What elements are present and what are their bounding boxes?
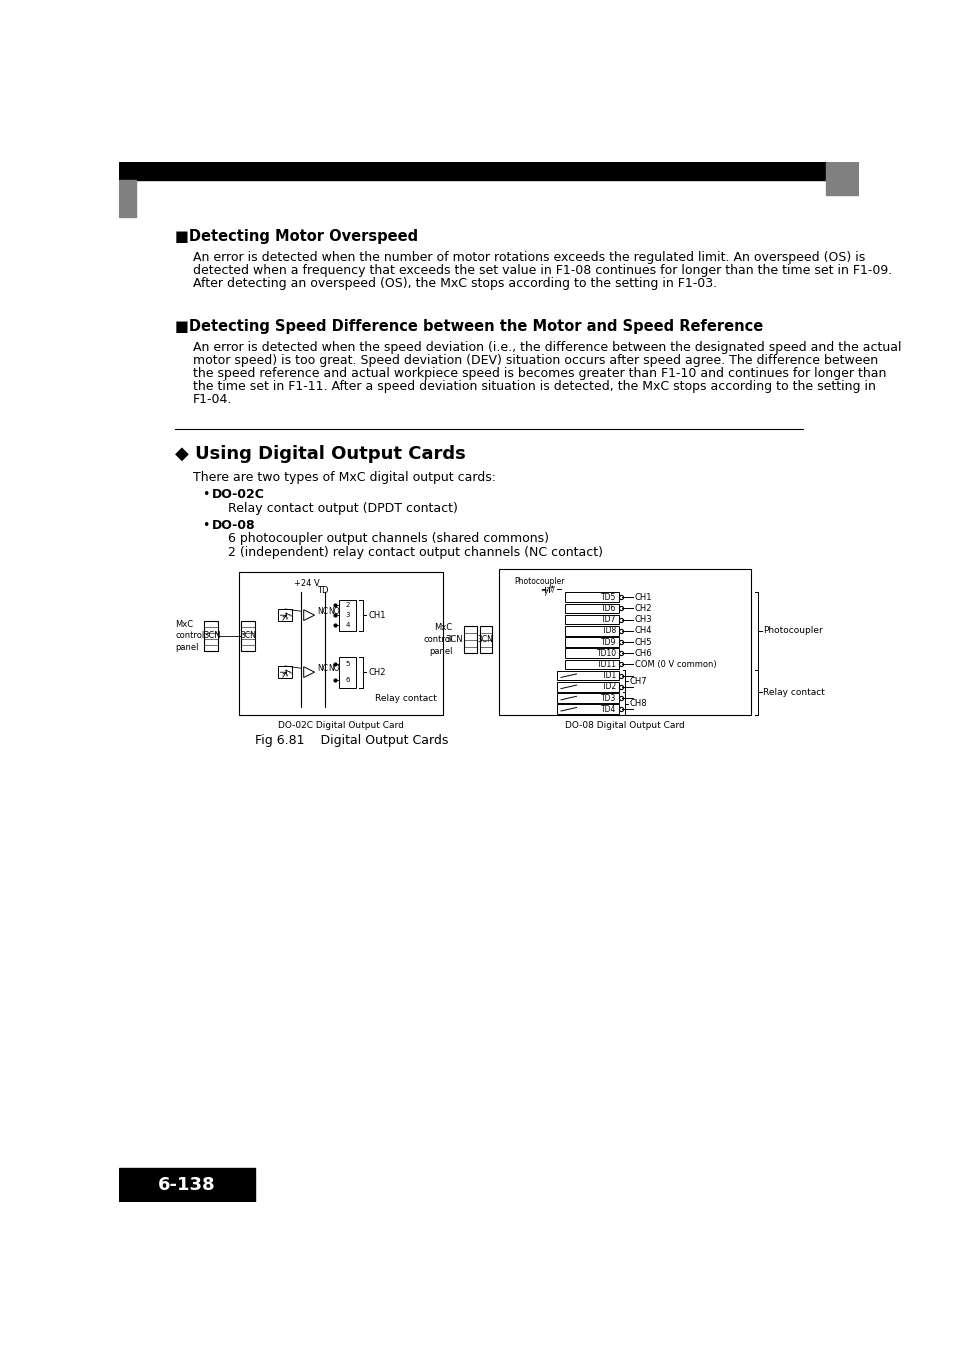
Text: TD4: TD4 — [600, 705, 617, 714]
Text: Photocoupler: Photocoupler — [514, 576, 564, 586]
Bar — [119, 180, 136, 217]
Bar — [239, 572, 443, 716]
Text: NO: NO — [328, 664, 340, 672]
Text: 3: 3 — [345, 612, 350, 618]
Bar — [564, 660, 618, 670]
Text: DO-08 Digital Output Card: DO-08 Digital Output Card — [564, 721, 684, 730]
Text: TD10: TD10 — [596, 649, 617, 657]
Text: TD5: TD5 — [600, 593, 617, 602]
Text: 3CN: 3CN — [444, 636, 462, 644]
Text: After detecting an overspeed (OS), the MxC stops according to the setting in F1-: After detecting an overspeed (OS), the M… — [193, 277, 717, 290]
Bar — [564, 648, 618, 657]
Text: CH8: CH8 — [629, 699, 647, 709]
Text: TD11: TD11 — [597, 660, 617, 670]
Text: +24 V: +24 V — [294, 579, 319, 587]
Bar — [479, 626, 492, 653]
Bar — [339, 656, 356, 687]
Text: TD1: TD1 — [601, 671, 617, 680]
Bar — [119, 1168, 254, 1202]
Text: •: • — [202, 518, 210, 532]
Text: CH2: CH2 — [368, 668, 385, 676]
Text: ■Detecting Speed Difference between the Motor and Speed Reference: ■Detecting Speed Difference between the … — [174, 319, 762, 333]
Text: ■Detecting Motor Overspeed: ■Detecting Motor Overspeed — [174, 230, 417, 244]
Bar — [557, 671, 618, 680]
Bar — [564, 603, 618, 613]
Text: Relay contact: Relay contact — [762, 688, 824, 697]
Text: •: • — [202, 487, 210, 501]
Text: 3CN: 3CN — [240, 632, 255, 640]
Text: 6-138: 6-138 — [157, 1176, 215, 1193]
Text: CH1: CH1 — [634, 593, 652, 602]
Bar — [204, 621, 218, 651]
Bar — [498, 568, 750, 716]
Text: COM (0 V common): COM (0 V common) — [634, 660, 716, 670]
Text: CH2: CH2 — [634, 603, 652, 613]
Text: F1-04.: F1-04. — [193, 393, 232, 406]
Text: MxC
control
panel: MxC control panel — [174, 620, 204, 652]
Text: CH6: CH6 — [634, 649, 652, 657]
Text: CH7: CH7 — [629, 676, 647, 686]
Text: motor speed) is too great. Speed deviation (DEV) situation occurs after speed ag: motor speed) is too great. Speed deviati… — [193, 354, 877, 367]
Bar — [564, 637, 618, 647]
Text: DO-02C: DO-02C — [212, 487, 265, 501]
Text: Fig 6.81    Digital Output Cards: Fig 6.81 Digital Output Cards — [254, 734, 448, 747]
Text: TD3: TD3 — [600, 694, 617, 702]
Text: 2: 2 — [345, 602, 350, 608]
Text: 3CN: 3CN — [477, 636, 494, 644]
Text: 3CN: 3CN — [204, 632, 221, 640]
Text: MxC
control
panel: MxC control panel — [423, 624, 452, 656]
Text: There are two types of MxC digital output cards:: There are two types of MxC digital outpu… — [193, 471, 496, 483]
Text: An error is detected when the number of motor rotations exceeds the regulated li: An error is detected when the number of … — [193, 251, 864, 263]
Text: TD: TD — [316, 586, 328, 595]
Text: CH5: CH5 — [634, 637, 652, 647]
Text: TD7: TD7 — [600, 616, 617, 624]
Text: NO: NO — [328, 606, 340, 616]
Text: the speed reference and actual workpiece speed is becomes greater than F1-10 and: the speed reference and actual workpiece… — [193, 367, 885, 379]
Bar — [564, 626, 618, 636]
Text: 2 (independent) relay contact output channels (NC contact): 2 (independent) relay contact output cha… — [228, 547, 602, 559]
Bar — [557, 694, 618, 703]
Text: An error is detected when the speed deviation (i.e., the difference between the : An error is detected when the speed devi… — [193, 340, 901, 354]
Text: detected when a frequency that exceeds the set value in F1-08 continues for long: detected when a frequency that exceeds t… — [193, 263, 891, 277]
Text: Relay contact output (DPDT contact): Relay contact output (DPDT contact) — [228, 502, 457, 514]
Text: CH4: CH4 — [634, 626, 652, 636]
Bar — [557, 705, 618, 714]
Text: Photocoupler: Photocoupler — [762, 626, 822, 636]
Bar — [278, 666, 292, 678]
Text: 6: 6 — [345, 676, 350, 683]
Text: TD9: TD9 — [600, 637, 617, 647]
Bar — [119, 162, 858, 180]
Text: 4: 4 — [345, 622, 350, 628]
Text: 6 photocoupler output channels (shared commons): 6 photocoupler output channels (shared c… — [228, 532, 548, 545]
Bar — [278, 609, 292, 621]
Text: TD8: TD8 — [601, 626, 617, 636]
Bar — [339, 599, 356, 630]
Text: the time set in F1-11. After a speed deviation situation is detected, the MxC st: the time set in F1-11. After a speed dev… — [193, 379, 875, 393]
Bar — [564, 593, 618, 602]
Text: TD6: TD6 — [600, 603, 617, 613]
Text: DO-02C Digital Output Card: DO-02C Digital Output Card — [278, 721, 404, 730]
Bar — [825, 162, 858, 196]
Bar — [464, 626, 476, 653]
Bar — [241, 621, 254, 651]
Text: Relay contact: Relay contact — [375, 694, 436, 703]
Text: NC: NC — [317, 664, 328, 672]
Text: TD2: TD2 — [601, 682, 617, 691]
Text: 5: 5 — [345, 662, 350, 667]
Text: CH1: CH1 — [368, 610, 385, 620]
Text: DO-08: DO-08 — [212, 518, 255, 532]
Bar — [564, 614, 618, 625]
Text: CH3: CH3 — [634, 616, 652, 624]
Bar — [557, 682, 618, 691]
Text: NC: NC — [317, 606, 328, 616]
Text: ◆ Using Digital Output Cards: ◆ Using Digital Output Cards — [174, 444, 465, 463]
